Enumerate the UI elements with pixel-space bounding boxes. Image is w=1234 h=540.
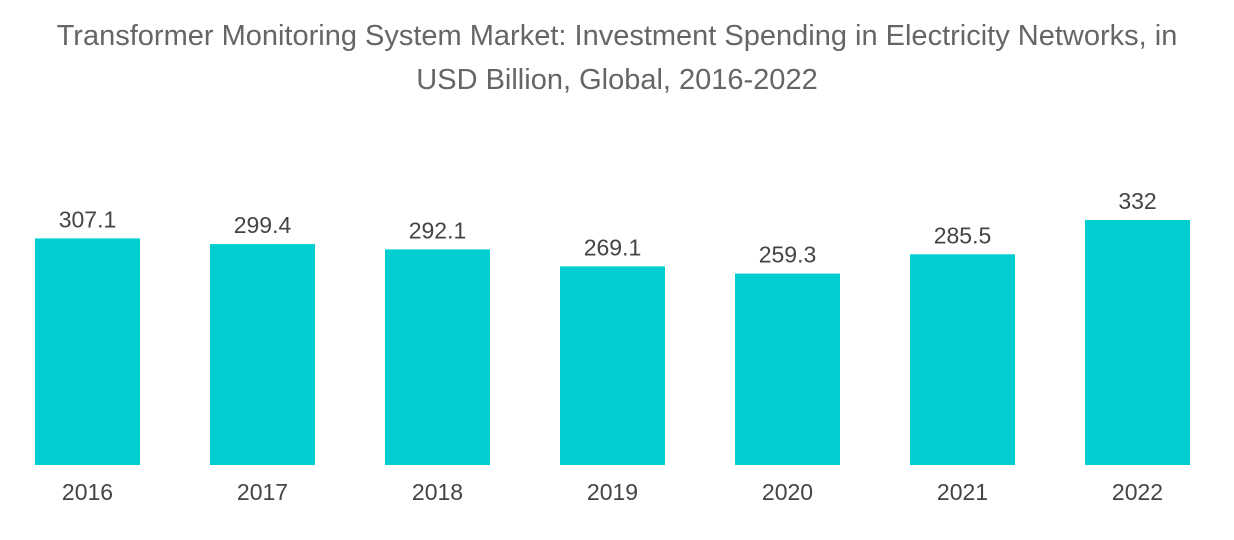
chart-title-line-1: Transformer Monitoring System Market: In… [56, 20, 1178, 52]
x-tick-label-2018: 2018 [412, 479, 463, 505]
bar-2019 [560, 266, 665, 465]
x-tick-label-2017: 2017 [237, 479, 288, 505]
data-label-2016: 307.1 [59, 206, 117, 232]
data-label-2020: 259.3 [759, 242, 817, 268]
data-label-2022: 332 [1118, 188, 1156, 214]
x-tick-label-2019: 2019 [587, 479, 638, 505]
x-tick-label-2020: 2020 [762, 479, 813, 505]
data-label-2018: 292.1 [409, 217, 467, 243]
bar-2021 [910, 254, 1015, 465]
bar-2017 [210, 244, 315, 465]
data-label-2017: 299.4 [234, 212, 292, 238]
x-tick-label-2022: 2022 [1112, 479, 1163, 505]
bar-2022 [1085, 220, 1190, 465]
x-tick-label-2016: 2016 [62, 479, 113, 505]
bar-2016 [35, 238, 140, 465]
bar-2018 [385, 249, 490, 465]
chart-title: Transformer Monitoring System Market: In… [0, 14, 1234, 102]
data-label-2019: 269.1 [584, 234, 642, 260]
chart-title-line-2: USD Billion, Global, 2016-2022 [416, 64, 818, 96]
data-label-2021: 285.5 [934, 222, 992, 248]
bar-2020 [735, 273, 840, 465]
x-tick-label-2021: 2021 [937, 479, 988, 505]
